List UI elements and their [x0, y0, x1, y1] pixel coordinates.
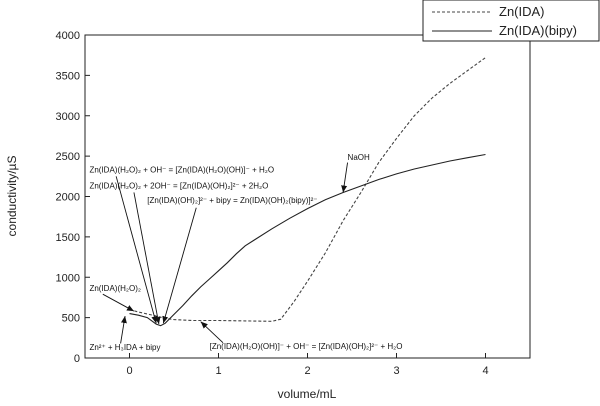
series-line-zn-ida-bipy [129, 153, 486, 327]
legend: Zn(IDA) Zn(IDA)(bipy) [422, 0, 600, 42]
x-tick-label: 1 [215, 365, 221, 377]
annotation-label: Zn(IDA)(H₂O)₂ [89, 284, 141, 293]
annotation-arrow [102, 293, 135, 312]
annotation-label: Zn(IDA)(H₂O)₂ + OH⁻ = [Zn(IDA)(H₂O)(OH)]… [89, 165, 274, 174]
x-tick-label: 0 [126, 365, 132, 377]
y-tick-label: 3500 [56, 70, 80, 82]
annotation-arrow [120, 315, 127, 344]
y-tick-label: 500 [62, 313, 80, 325]
annotation-layer: NaOH Zn(IDA)(H₂O)₂ + OH⁻ = [Zn(IDA)(H₂O)(… [89, 153, 402, 352]
y-tick-label: 1000 [56, 272, 80, 284]
y-axis-title: conductivity/µS [5, 156, 19, 237]
legend-label-zn-ida-bipy: Zn(IDA)(bipy) [499, 23, 577, 38]
y-tick-label: 3000 [56, 111, 80, 123]
x-axis-title: volume/mL [278, 387, 337, 401]
axes: 0 1 2 3 4 0 500 1000 1500 2000 2500 3000 3500 4000 [56, 30, 489, 377]
annotation-arrow [133, 192, 161, 325]
x-tick-label: 3 [393, 365, 399, 377]
y-tick-label: 1500 [56, 232, 80, 244]
y-tick-label: 2000 [56, 192, 80, 204]
y-tick-label: 4000 [56, 30, 80, 42]
y-tick-label: 2500 [56, 151, 80, 163]
annotation-label: [Zn(IDA)(H₂O)(OH)]⁻ + OH⁻ = [Zn(IDA)(OH)… [210, 342, 403, 351]
annotation-label: NaOH [348, 153, 370, 162]
x-tick-label: 4 [482, 365, 488, 377]
annotation-arrow [200, 321, 224, 343]
legend-box [422, 0, 600, 42]
annotation-arrow [341, 162, 348, 193]
legend-label-zn-ida: Zn(IDA) [499, 4, 545, 19]
series-layer [129, 57, 486, 327]
x-tick-label: 2 [304, 365, 310, 377]
annotation-label: Zn²⁺ + H₃IDA + bipy [89, 343, 160, 352]
annotation-arrow [115, 176, 158, 324]
annotation-arrow [162, 207, 197, 324]
annotation-label: [Zn(IDA)(OH)₂]²⁻ + bipy = Zn(IDA)(OH)₂(b… [147, 196, 317, 205]
annotation-label: Zn(IDA)(H₂O)₂ + 2OH⁻ = [Zn(IDA)(OH)₂]²⁻ … [89, 181, 268, 190]
y-tick-label: 0 [74, 353, 80, 365]
